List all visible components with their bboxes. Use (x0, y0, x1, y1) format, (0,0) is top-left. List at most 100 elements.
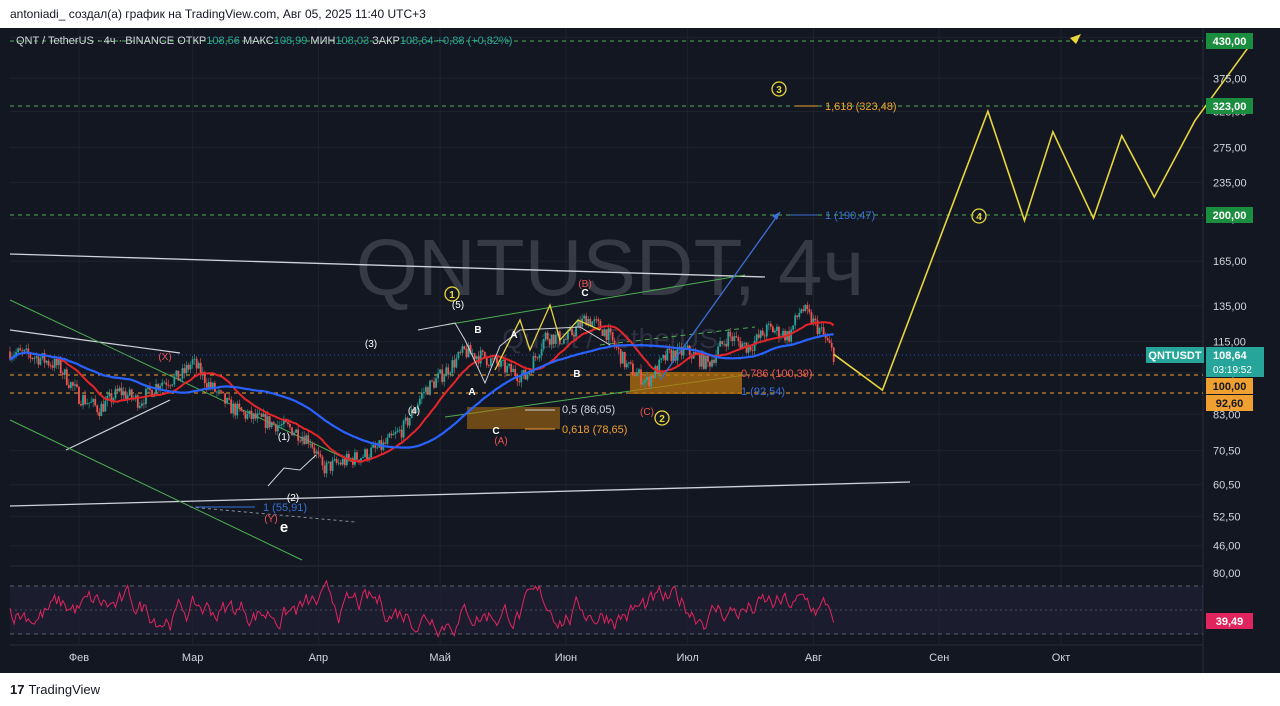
candle-body[interactable] (761, 330, 764, 336)
candle-body[interactable] (814, 318, 817, 321)
candle-body[interactable] (140, 403, 143, 406)
candle-body[interactable] (47, 360, 50, 366)
candle-body[interactable] (116, 388, 119, 392)
candle-body[interactable] (741, 343, 744, 349)
candle-body[interactable] (723, 343, 726, 345)
zone-86-78[interactable] (467, 407, 560, 429)
candle-body[interactable] (713, 359, 715, 363)
candle-body[interactable] (325, 462, 328, 474)
candle-body[interactable] (674, 350, 677, 361)
candle-body[interactable] (707, 355, 709, 362)
candle-body[interactable] (69, 382, 72, 388)
candle-body[interactable] (778, 326, 780, 339)
candle-body[interactable] (295, 429, 297, 433)
candle-body[interactable] (147, 386, 149, 390)
candle-body[interactable] (475, 356, 478, 360)
candle-body[interactable] (224, 393, 226, 404)
candle-body[interactable] (562, 339, 565, 344)
candle-body[interactable] (136, 395, 139, 408)
candle-body[interactable] (459, 351, 462, 353)
candle-body[interactable] (254, 413, 257, 419)
badge-rsi[interactable]: 39,49 (1216, 616, 1244, 628)
badge-9260[interactable]: 92,60 (1216, 398, 1244, 410)
candle-body[interactable] (526, 374, 529, 380)
candle-body[interactable] (264, 413, 267, 429)
ma-fast-line[interactable] (9, 321, 835, 463)
candle-body[interactable] (662, 355, 665, 359)
candle-body[interactable] (159, 385, 162, 390)
candle-body[interactable] (388, 433, 391, 438)
candle-body[interactable] (283, 419, 285, 425)
candle-body[interactable] (274, 423, 277, 432)
candle-body[interactable] (323, 465, 326, 474)
candle-body[interactable] (792, 325, 795, 330)
candle-body[interactable] (165, 382, 168, 385)
candle-body[interactable] (61, 373, 64, 375)
candle-body[interactable] (216, 391, 218, 393)
candle-body[interactable] (512, 368, 515, 372)
candle-body[interactable] (276, 425, 279, 432)
candle-body[interactable] (240, 407, 243, 412)
candle-body[interactable] (479, 350, 482, 364)
candle-body[interactable] (702, 352, 705, 369)
candle-body[interactable] (654, 366, 657, 379)
candle-body[interactable] (481, 350, 484, 352)
candle-body[interactable] (349, 458, 352, 460)
candle-body[interactable] (510, 364, 513, 372)
candle-body[interactable] (211, 382, 214, 388)
candle-body[interactable] (502, 360, 504, 361)
candle-body[interactable] (457, 351, 460, 359)
candle-body[interactable] (356, 452, 358, 460)
candle-body[interactable] (404, 417, 407, 421)
candle-body[interactable] (599, 321, 602, 330)
candle-body[interactable] (820, 327, 823, 329)
candle-body[interactable] (743, 342, 746, 344)
candle-body[interactable] (828, 340, 831, 343)
candle-body[interactable] (638, 369, 640, 374)
candle-body[interactable] (627, 362, 630, 364)
candle-body[interactable] (220, 390, 222, 392)
candle-body[interactable] (709, 361, 711, 367)
candle-body[interactable] (623, 351, 626, 368)
candle-body[interactable] (27, 348, 30, 355)
candle-body[interactable] (822, 327, 825, 335)
candle-body[interactable] (437, 373, 440, 379)
candle-body[interactable] (167, 384, 170, 386)
channel-green-mid[interactable] (599, 326, 756, 346)
candle-body[interactable] (471, 353, 474, 355)
candle-body[interactable] (272, 422, 275, 424)
candle-body[interactable] (717, 346, 719, 355)
candle-body[interactable] (420, 393, 423, 399)
candle-body[interactable] (737, 337, 740, 342)
candle-body[interactable] (711, 359, 713, 367)
candle-body[interactable] (19, 348, 22, 351)
candle-body[interactable] (589, 318, 592, 327)
candle-body[interactable] (609, 328, 612, 333)
candle-body[interactable] (297, 429, 300, 441)
candle-body[interactable] (110, 393, 113, 403)
candle-body[interactable] (735, 336, 738, 338)
candle-body[interactable] (394, 432, 397, 435)
candle-body[interactable] (396, 430, 399, 433)
candle-body[interactable] (35, 356, 38, 358)
candle-body[interactable] (238, 403, 241, 408)
candle-body[interactable] (9, 351, 11, 360)
candle-body[interactable] (327, 461, 330, 463)
candle-body[interactable] (520, 374, 523, 383)
candle-body[interactable] (80, 403, 82, 406)
candle-body[interactable] (293, 432, 295, 436)
candle-body[interactable] (250, 410, 253, 419)
candle-body[interactable] (400, 429, 403, 438)
candle-body[interactable] (104, 400, 107, 412)
candle-body[interactable] (826, 338, 829, 341)
candle-body[interactable] (260, 413, 263, 417)
candle-body[interactable] (483, 351, 486, 359)
candle-body[interactable] (759, 330, 762, 338)
candle-body[interactable] (631, 363, 634, 376)
candle-body[interactable] (788, 331, 791, 342)
candle-body[interactable] (303, 436, 306, 445)
candle-body[interactable] (611, 332, 614, 341)
candle-body[interactable] (445, 367, 448, 377)
candle-body[interactable] (496, 357, 498, 364)
candle-body[interactable] (607, 328, 610, 340)
